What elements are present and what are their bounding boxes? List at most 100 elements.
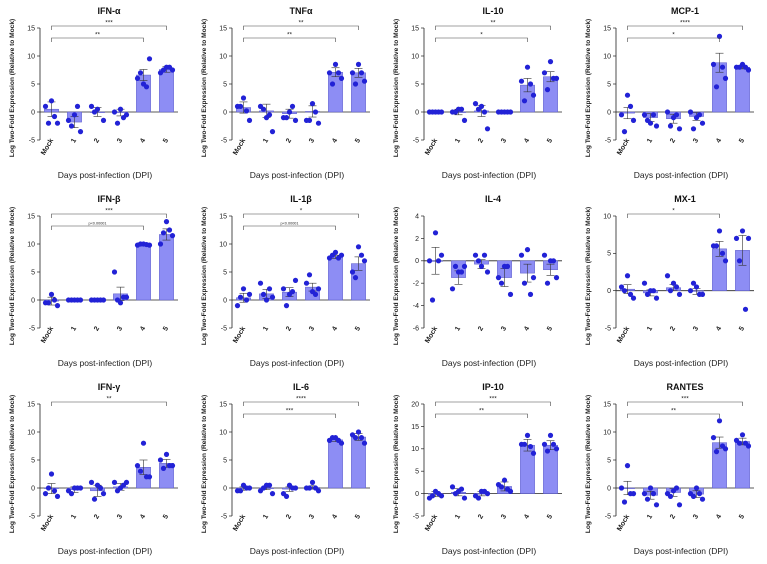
significance-bracket (243, 213, 359, 218)
data-point (146, 56, 153, 62)
data-point (653, 295, 660, 301)
data-point (722, 75, 729, 81)
data-point (432, 230, 439, 236)
data-point (140, 440, 147, 446)
data-point (710, 61, 717, 67)
x-tick-label: Mock (232, 325, 247, 344)
data-point (361, 78, 368, 84)
x-axis-label: Days post-infection (DPI) (634, 358, 729, 368)
x-tick-label: 1 (262, 513, 270, 520)
data-point (553, 446, 560, 452)
y-axis-label: Log Two-Fold Expression (Relative to Moc… (9, 395, 16, 533)
data-point (745, 235, 752, 241)
data-point (435, 258, 442, 264)
data-point (621, 288, 628, 294)
data-point (627, 491, 634, 497)
x-tick-label: 3 (500, 137, 508, 144)
x-tick-label: 1 (646, 513, 654, 520)
x-tick-label: 4 (523, 513, 531, 520)
data-point (283, 493, 290, 499)
y-tick-label: 0 (223, 109, 227, 116)
x-tick-label: 4 (715, 513, 723, 520)
data-point (544, 87, 551, 93)
data-point (352, 435, 359, 441)
data-point (541, 441, 548, 447)
data-point (68, 123, 75, 129)
x-tick-label: 3 (308, 513, 316, 520)
y-tick-label: 5 (607, 251, 611, 258)
data-point (475, 258, 482, 264)
data-point (160, 230, 167, 236)
y-tick-label: 15 (219, 213, 227, 220)
data-point (329, 81, 336, 87)
significance-label: **** (296, 396, 307, 403)
data-point (478, 263, 485, 269)
chart-title: IL-4 (485, 194, 501, 204)
data-point (719, 443, 726, 449)
data-point (676, 502, 683, 508)
data-point (484, 126, 491, 132)
data-point (429, 493, 436, 499)
data-point (111, 479, 118, 485)
y-tick-label: 10 (219, 241, 227, 248)
data-point (673, 284, 680, 290)
data-point (269, 129, 276, 135)
data-point (687, 288, 694, 294)
data-point (352, 81, 359, 87)
data-point (240, 95, 247, 101)
x-tick-label: 2 (669, 325, 677, 332)
data-point (713, 84, 720, 90)
y-tick-label: 10 (411, 446, 419, 453)
data-point (163, 451, 170, 457)
data-point (547, 59, 554, 65)
x-tick-label: 5 (162, 513, 170, 520)
data-point (266, 482, 273, 488)
data-point (621, 129, 628, 135)
significance-label: * (300, 208, 303, 215)
y-tick-label: 5 (31, 269, 35, 276)
data-point (243, 108, 250, 114)
x-tick-label: Mock (424, 325, 439, 344)
x-tick-label: 2 (93, 325, 101, 332)
bar (351, 72, 366, 113)
data-point (696, 291, 703, 297)
data-point (521, 280, 528, 286)
x-tick-label: Mock (616, 325, 631, 344)
x-tick-label: 2 (93, 513, 101, 520)
y-tick-label: -5 (413, 513, 419, 520)
significance-label: ** (490, 20, 496, 27)
data-point (524, 432, 531, 438)
data-point (240, 286, 247, 292)
data-point (472, 252, 479, 258)
data-point (650, 491, 657, 497)
data-point (650, 112, 657, 118)
data-point (266, 112, 273, 118)
significance-bracket (627, 213, 720, 218)
data-point (263, 297, 270, 303)
x-tick-label: 2 (669, 137, 677, 144)
data-point (326, 70, 333, 76)
x-axis-label: Days post-infection (DPI) (58, 358, 153, 368)
y-tick-label: 10 (27, 429, 35, 436)
data-point (166, 64, 173, 70)
x-axis-label: Days post-infection (DPI) (634, 170, 729, 180)
chart-title: IFN-β (98, 194, 121, 204)
data-point (51, 488, 58, 494)
significance-bracket (435, 401, 551, 406)
data-point (475, 495, 482, 501)
data-point (438, 252, 445, 258)
y-axis-label: Log Two-Fold Expression (Relative to Moc… (585, 19, 592, 157)
data-point (332, 61, 339, 67)
data-point (521, 441, 528, 447)
x-tick-label: 1 (70, 137, 78, 144)
x-tick-label: 4 (139, 513, 147, 520)
data-point (134, 75, 141, 81)
x-tick-label: 4 (715, 325, 723, 332)
data-point (312, 291, 319, 297)
data-point (237, 294, 244, 300)
y-tick-label: 5 (223, 269, 227, 276)
y-tick-label: -5 (413, 137, 419, 144)
x-tick-label: 2 (669, 513, 677, 520)
